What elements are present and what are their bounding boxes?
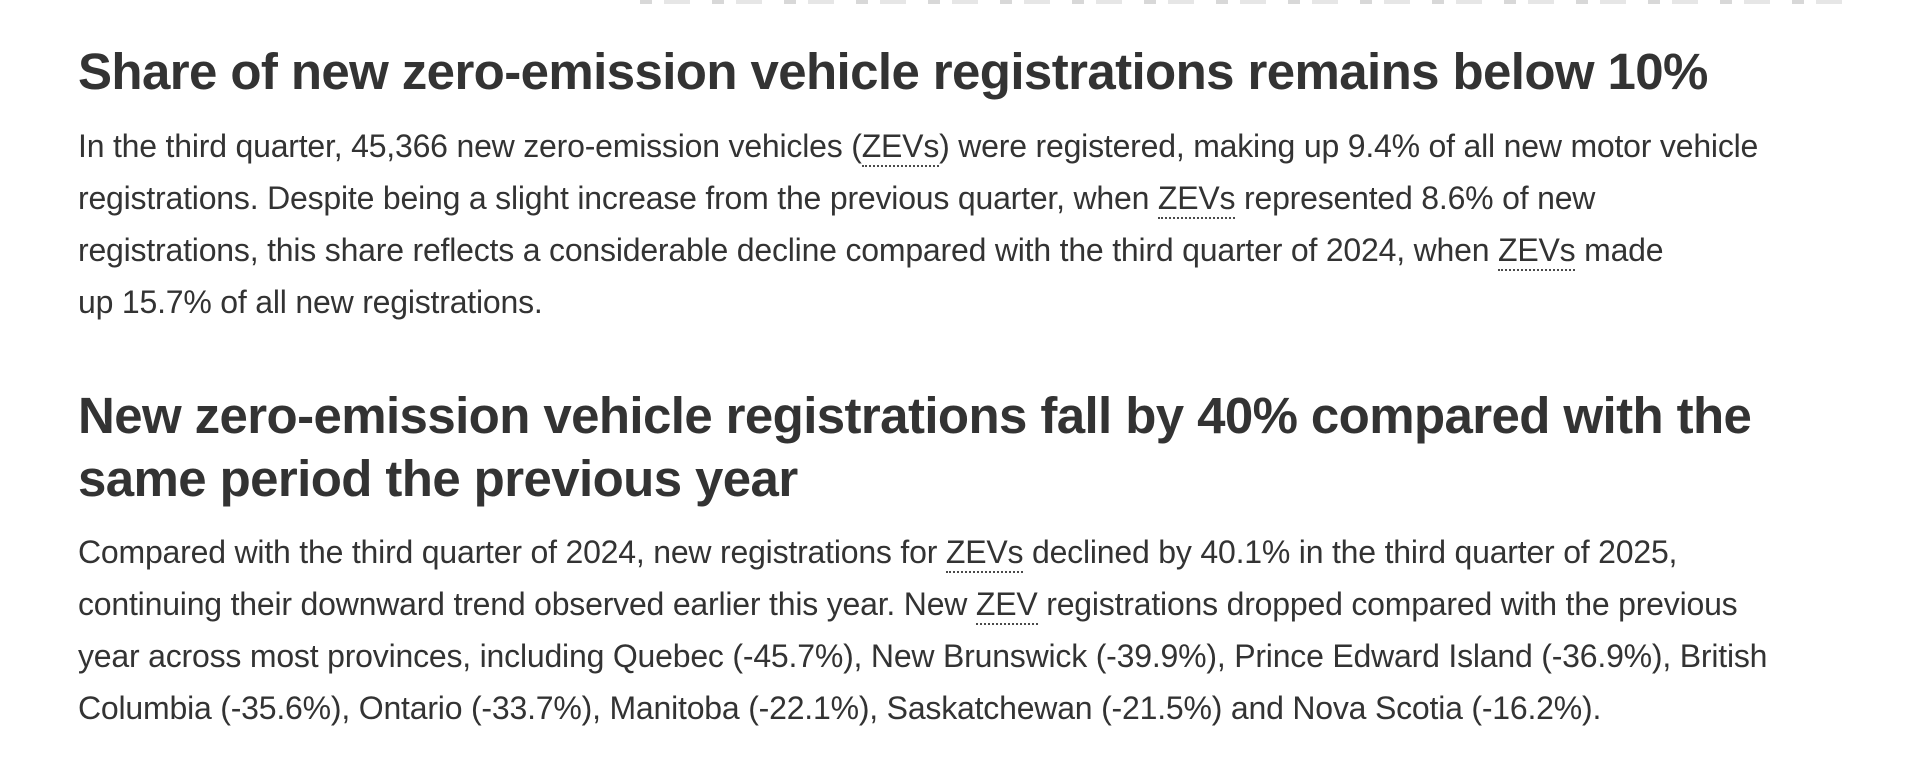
zev-abbreviation: ZEVs [861, 128, 939, 167]
section-heading-zev-decline: New zero-emission vehicle registrations … [78, 387, 1752, 507]
zev-abbreviation: ZEV [975, 586, 1038, 625]
zev-abbreviation: ZEVs [1497, 232, 1576, 271]
zev-abbreviation: ZEVs [945, 534, 1023, 573]
cropped-text-remnant [640, 0, 1850, 4]
section-zev-share: Share of new zero-emission vehicle regis… [78, 40, 1873, 328]
section-heading-zev-share: Share of new zero-emission vehicle regis… [78, 43, 1708, 100]
section-paragraph-zev-share: In the third quarter, 45,366 new zero-em… [78, 128, 1759, 320]
zev-abbreviation: ZEVs [1157, 180, 1236, 219]
section-zev-decline: New zero-emission vehicle registrations … [78, 384, 1873, 734]
section-paragraph-zev-decline: Compared with the third quarter of 2024,… [78, 534, 1768, 726]
article-content: Share of new zero-emission vehicle regis… [78, 40, 1873, 734]
